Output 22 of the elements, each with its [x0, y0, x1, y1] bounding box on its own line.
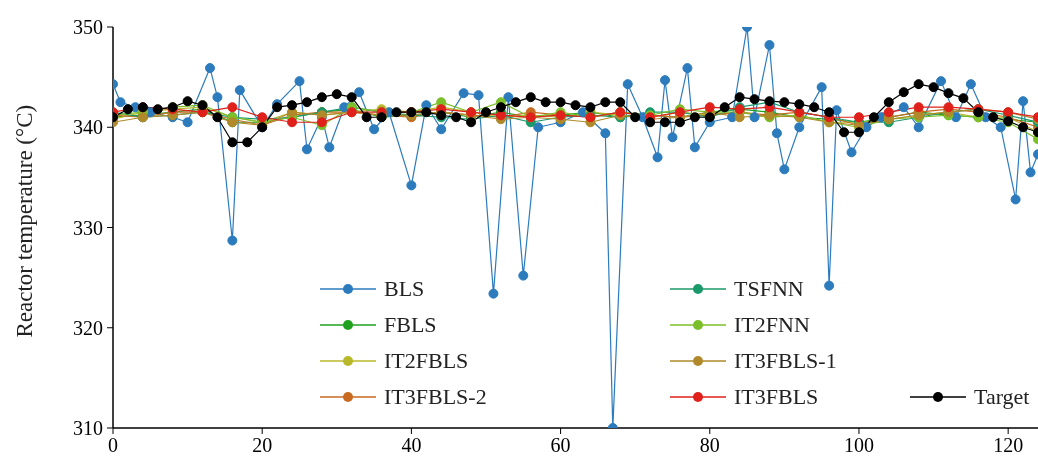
legend-label: IT3FBLS-1	[734, 348, 837, 374]
x-tick-label: 60	[550, 434, 571, 457]
y-tick-label: 350	[73, 16, 103, 39]
legend-label: FBLS	[384, 312, 437, 338]
legend-label: TSFNN	[734, 276, 804, 302]
legend-label: BLS	[384, 276, 425, 302]
legend-label: IT2FBLS	[384, 348, 469, 374]
legend-label: IT3FBLS	[734, 384, 819, 410]
x-tick-label: 20	[252, 434, 273, 457]
x-tick-label: 80	[699, 434, 720, 457]
legend-label: Target	[974, 384, 1030, 410]
legend-label: IT3FBLS-2	[384, 384, 487, 410]
y-tick-label: 330	[73, 216, 103, 239]
y-axis-title: Reactor temperature (°C)	[12, 104, 38, 338]
y-tick-label: 320	[73, 316, 103, 339]
x-tick-label: 120	[993, 434, 1024, 457]
x-tick-label: 40	[401, 434, 422, 457]
legend-label: IT2FNN	[734, 312, 810, 338]
x-tick-label: 0	[108, 434, 118, 457]
y-tick-label: 310	[73, 417, 103, 440]
y-tick-label: 340	[73, 116, 103, 139]
x-tick-label: 100	[843, 434, 874, 457]
